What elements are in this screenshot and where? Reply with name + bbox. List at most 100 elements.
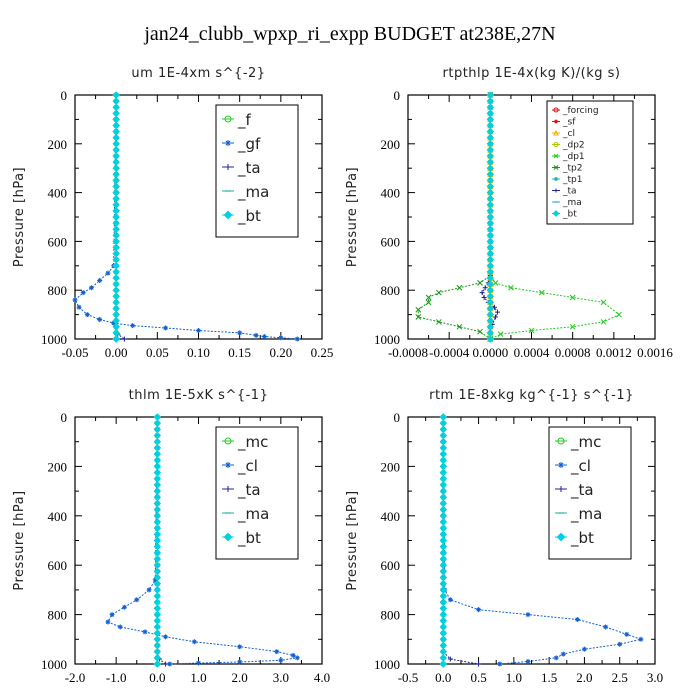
legend-marker	[223, 532, 233, 542]
data-point	[112, 292, 120, 301]
data-point	[261, 334, 267, 340]
data-point	[153, 530, 162, 539]
legend-label: _ma	[237, 183, 269, 202]
data-point	[112, 188, 120, 197]
data-point	[479, 290, 485, 296]
data-point	[439, 549, 448, 557]
data-point	[482, 285, 488, 291]
data-point	[560, 651, 566, 657]
data-point	[109, 612, 115, 618]
legend-marker	[225, 140, 231, 146]
data-point	[237, 644, 243, 650]
data-point	[112, 182, 120, 191]
series-bt	[112, 91, 120, 343]
data-point	[439, 524, 448, 532]
data-point	[121, 604, 127, 610]
panel-um: um 1E-4xm s^{-2} Pressure [hPa] -0.05 0.00 0…	[12, 66, 333, 360]
x-tick-label: 0.15	[228, 345, 251, 360]
y-tick-label: 200	[48, 459, 68, 474]
data-point	[439, 530, 448, 539]
data-point	[456, 284, 463, 291]
panel-title: um 1E-4xm s^{-2}	[131, 66, 265, 81]
data-point	[153, 487, 162, 495]
data-point	[163, 634, 169, 640]
data-point	[492, 314, 498, 320]
x-tick-label: 4.0	[314, 670, 330, 685]
data-point	[439, 536, 448, 545]
x-tick-label: 3.0	[647, 670, 663, 685]
data-point	[439, 462, 448, 471]
data-point	[439, 437, 448, 446]
data-point	[624, 631, 630, 637]
legend-label: _mc	[570, 433, 601, 452]
x-tick-label: 2.5	[612, 670, 628, 685]
data-point	[112, 91, 120, 99]
data-point	[477, 328, 483, 335]
x-tick-label: 1.5	[541, 670, 557, 685]
data-point	[153, 419, 162, 427]
y-tick-label: 800	[48, 283, 68, 298]
x-tick-label: 1.0	[190, 670, 206, 685]
data-point	[163, 661, 169, 667]
figure-title: jan24_clubb_wpxp_ri_expp BUDGET at238E,2…	[143, 23, 555, 45]
data-point	[476, 661, 482, 667]
y-axis-label: Pressure [hPa]	[345, 167, 360, 267]
data-point	[581, 646, 587, 652]
data-point	[152, 577, 158, 583]
legend-label: _forcing	[562, 106, 599, 116]
data-point	[112, 280, 120, 288]
data-point	[439, 512, 448, 520]
data-point	[112, 213, 120, 221]
data-point	[105, 270, 111, 276]
data-point	[112, 207, 120, 215]
legend-label: _dp1	[562, 152, 585, 162]
y-tick-label: 0	[61, 88, 68, 103]
data-point	[447, 656, 453, 662]
legend-label: _bt	[570, 529, 594, 548]
data-point	[112, 176, 120, 185]
x-tick-label: 0.05	[146, 345, 169, 360]
data-point	[600, 319, 607, 325]
x-tick-label: 2.0	[576, 670, 592, 685]
data-point	[153, 635, 162, 644]
legend-marker	[552, 210, 560, 217]
x-tick-label: 0.0	[435, 670, 451, 685]
data-point	[112, 249, 120, 258]
data-point	[112, 298, 120, 307]
data-point	[153, 468, 162, 477]
data-point	[237, 659, 243, 665]
data-point	[492, 280, 499, 286]
panel-rtm: rtm 1E-8xkg kg^{-1} s^{-1} Pressure [hPa]…	[345, 388, 663, 685]
data-point	[497, 661, 503, 667]
y-tick-label: 400	[381, 186, 401, 201]
data-point	[439, 647, 448, 656]
data-point	[112, 268, 120, 276]
data-point	[439, 431, 448, 440]
data-point	[153, 413, 162, 421]
data-point	[278, 335, 284, 341]
legend-label: _cl	[237, 457, 258, 476]
data-point	[439, 505, 448, 514]
x-tick-label: -2.0	[65, 670, 86, 685]
data-point	[112, 329, 120, 337]
data-point	[153, 641, 162, 650]
data-point	[476, 607, 482, 613]
data-point	[436, 289, 442, 296]
data-point	[112, 109, 120, 118]
legend-label: _tp1	[562, 175, 582, 185]
data-point	[153, 456, 162, 464]
legend: _mc _cl _ta _ma _bt	[548, 426, 632, 560]
data-point	[439, 610, 448, 619]
data-point	[153, 660, 162, 668]
legend-marker	[224, 437, 232, 445]
data-point	[439, 629, 448, 637]
y-tick-label: 0	[394, 410, 401, 425]
data-point	[153, 431, 162, 440]
data-point	[134, 597, 140, 603]
data-point	[439, 419, 448, 427]
legend: _mc _cl _ta _ma _bt	[215, 426, 299, 560]
data-point	[153, 518, 162, 526]
panel-rtpthlp: rtpthlp 1E-4x(kg K)/(kg s) Pressure [hPa]…	[345, 66, 673, 360]
x-tick-label: 0.0008	[555, 345, 591, 360]
